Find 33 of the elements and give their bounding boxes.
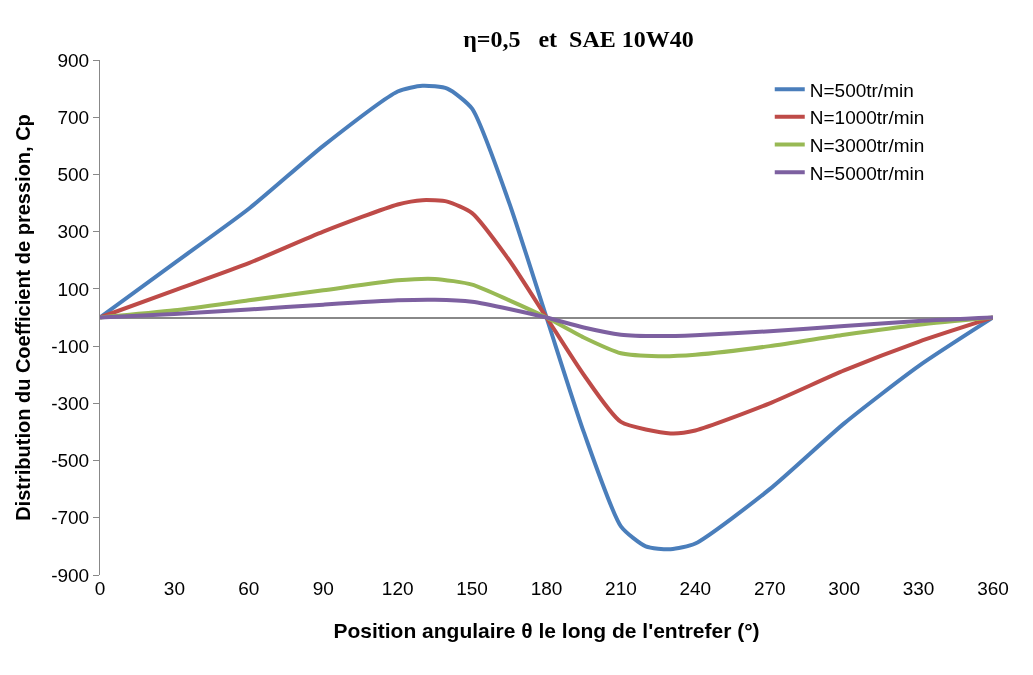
y-axis-title: Distribution du Coefficient de pression, Cp (11, 114, 34, 521)
y-tick-label: -500 (51, 450, 90, 472)
x-tick-label: 210 (605, 578, 637, 599)
chart-title: η=0,5 et SAE 10W40 (463, 26, 694, 53)
legend-label: N=3000tr/min (809, 134, 925, 156)
y-tick-label: 900 (57, 49, 90, 71)
line-series (100, 297, 993, 339)
x-tick-label: 180 (530, 578, 563, 599)
x-tick-label: 330 (902, 578, 935, 599)
y-tick-label: 100 (57, 278, 90, 300)
legend-label: N=500tr/min (809, 79, 914, 101)
line-series (100, 83, 993, 552)
x-tick-label: 300 (828, 578, 861, 599)
line-series (100, 198, 993, 436)
x-axis-title: Position angulaire θ le long de l'entrefer (°) (333, 619, 760, 643)
y-tick-label: 700 (57, 106, 90, 128)
x-tick-label: 0 (94, 578, 106, 599)
y-tick-label: -700 (51, 507, 90, 529)
x-tick-label: 270 (753, 578, 786, 599)
x-tick-label: 360 (977, 578, 1009, 599)
y-tick-label: -900 (51, 564, 90, 586)
y-tick-label: 300 (57, 221, 90, 243)
x-tick-label: 60 (238, 578, 260, 599)
y-tick-label: -300 (51, 392, 90, 414)
legend-label: N=5000tr/min (809, 162, 925, 184)
legend-label: N=1000tr/min (809, 107, 925, 129)
x-tick-label: 90 (312, 578, 334, 599)
x-tick-label: 150 (456, 578, 488, 599)
y-tick-label: -100 (51, 335, 90, 357)
x-tick-label: 120 (381, 578, 414, 599)
x-tick-label: 30 (163, 578, 185, 599)
x-tick-label: 240 (679, 578, 712, 599)
y-tick-label: 500 (57, 164, 90, 186)
